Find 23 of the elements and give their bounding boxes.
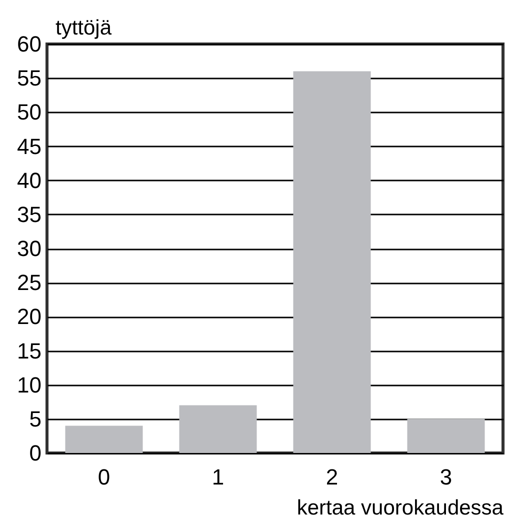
x-tick-label: 1 bbox=[212, 464, 224, 490]
y-tick-label: 40 bbox=[17, 168, 42, 193]
y-tick-label: 50 bbox=[17, 100, 42, 125]
y-tick-label: 35 bbox=[17, 202, 42, 227]
bar bbox=[407, 418, 485, 453]
x-tick-label: 2 bbox=[326, 464, 338, 490]
y-tick-label: 25 bbox=[17, 270, 42, 296]
x-tick-label: 3 bbox=[440, 464, 452, 490]
y-axis-title: tyttöjä bbox=[56, 16, 112, 40]
bar bbox=[65, 426, 143, 453]
y-tick-label: 45 bbox=[17, 134, 42, 159]
bar bbox=[293, 71, 371, 453]
y-tick-label: 30 bbox=[17, 236, 42, 261]
y-tick-label: 0 bbox=[29, 440, 42, 466]
x-axis-title: kertaa vuorokaudessa bbox=[296, 496, 504, 520]
y-tick-label: 20 bbox=[17, 304, 42, 330]
x-tick-label: 0 bbox=[98, 464, 110, 490]
bar bbox=[179, 405, 257, 453]
y-tick-label: 60 bbox=[17, 32, 42, 56]
y-tick-label: 10 bbox=[17, 372, 42, 398]
y-tick-label: 5 bbox=[29, 406, 42, 432]
y-tick-label: 15 bbox=[17, 338, 42, 364]
y-tick-label: 55 bbox=[17, 66, 42, 91]
